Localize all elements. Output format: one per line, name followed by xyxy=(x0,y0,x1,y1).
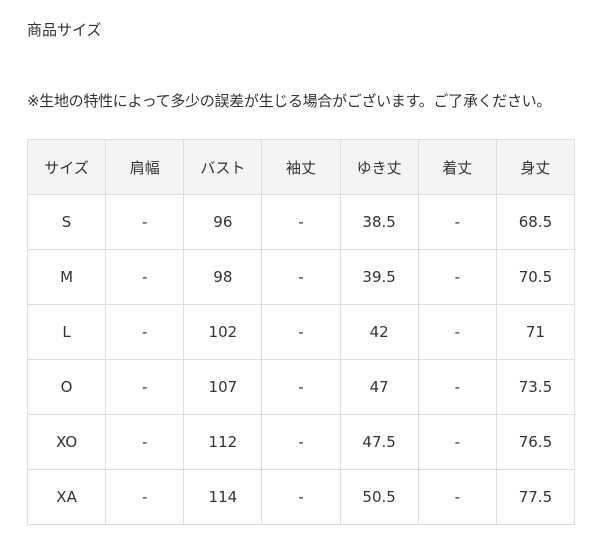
table-cell: 107 xyxy=(183,359,263,415)
table-cell: - xyxy=(105,414,185,470)
table-cell: 96 xyxy=(183,194,263,250)
table-row: O -107-47-73.5 xyxy=(26,359,576,415)
table-cell: 70.5 xyxy=(495,249,576,305)
table-cell: - xyxy=(261,249,341,305)
table-cell: - xyxy=(105,469,185,525)
table-cell: - xyxy=(261,414,341,470)
table-cell: - xyxy=(417,194,497,250)
table-cell: M xyxy=(26,249,107,305)
table-cell: 39.5 xyxy=(339,249,419,305)
table-cell: 42 xyxy=(339,304,419,360)
table-header-row: サイズ 肩幅 バスト 袖丈 ゆき丈 着丈 身丈 xyxy=(26,139,576,195)
table-cell: - xyxy=(261,469,341,525)
column-header: ゆき丈 xyxy=(339,139,419,195)
column-header: サイズ xyxy=(26,139,107,195)
table-row: S -96-38.5-68.5 xyxy=(26,194,576,250)
table-cell: 102 xyxy=(183,304,263,360)
table-cell: XO xyxy=(26,414,107,470)
table-row: M -98-39.5-70.5 xyxy=(26,249,576,305)
table-cell: 114 xyxy=(183,469,263,525)
column-header: バスト xyxy=(183,139,263,195)
table-cell: - xyxy=(105,249,185,305)
table-row: XO -112-47.5-76.5 xyxy=(26,414,576,470)
table-cell: 38.5 xyxy=(339,194,419,250)
table-cell: O xyxy=(26,359,107,415)
table-cell: - xyxy=(417,359,497,415)
table-cell: 50.5 xyxy=(339,469,419,525)
table-cell: 68.5 xyxy=(495,194,576,250)
table-cell: 76.5 xyxy=(495,414,576,470)
table-cell: 71 xyxy=(495,304,576,360)
table-cell: - xyxy=(261,359,341,415)
table-cell: 73.5 xyxy=(495,359,576,415)
table-cell: XA xyxy=(26,469,107,525)
size-table: サイズ 肩幅 バスト 袖丈 ゆき丈 着丈 身丈 S -96-38.5-68.5 M -98-39.… xyxy=(26,139,576,525)
table-row: L -102-42-71 xyxy=(26,304,576,360)
table-cell: - xyxy=(261,304,341,360)
disclaimer-note: ※生地の特性によって多少の誤差が生じる場合がございます。ご了承ください。 xyxy=(27,92,552,110)
table-cell: 112 xyxy=(183,414,263,470)
table-cell: 98 xyxy=(183,249,263,305)
column-header: 着丈 xyxy=(417,139,497,195)
table-row: XA -114-50.5-77.5 xyxy=(26,469,576,525)
table-cell: - xyxy=(417,469,497,525)
section-title: 商品サイズ xyxy=(27,21,102,39)
table-cell: 47.5 xyxy=(339,414,419,470)
table-cell: S xyxy=(26,194,107,250)
column-header: 袖丈 xyxy=(261,139,341,195)
table-cell: - xyxy=(417,249,497,305)
table-cell: - xyxy=(105,304,185,360)
column-header: 肩幅 xyxy=(105,139,185,195)
table-cell: - xyxy=(105,194,185,250)
table-cell: - xyxy=(417,414,497,470)
table-cell: - xyxy=(261,194,341,250)
table-cell: - xyxy=(105,359,185,415)
table-cell: 77.5 xyxy=(495,469,576,525)
table-cell: L xyxy=(26,304,107,360)
table-cell: - xyxy=(417,304,497,360)
table-cell: 47 xyxy=(339,359,419,415)
column-header: 身丈 xyxy=(495,139,576,195)
